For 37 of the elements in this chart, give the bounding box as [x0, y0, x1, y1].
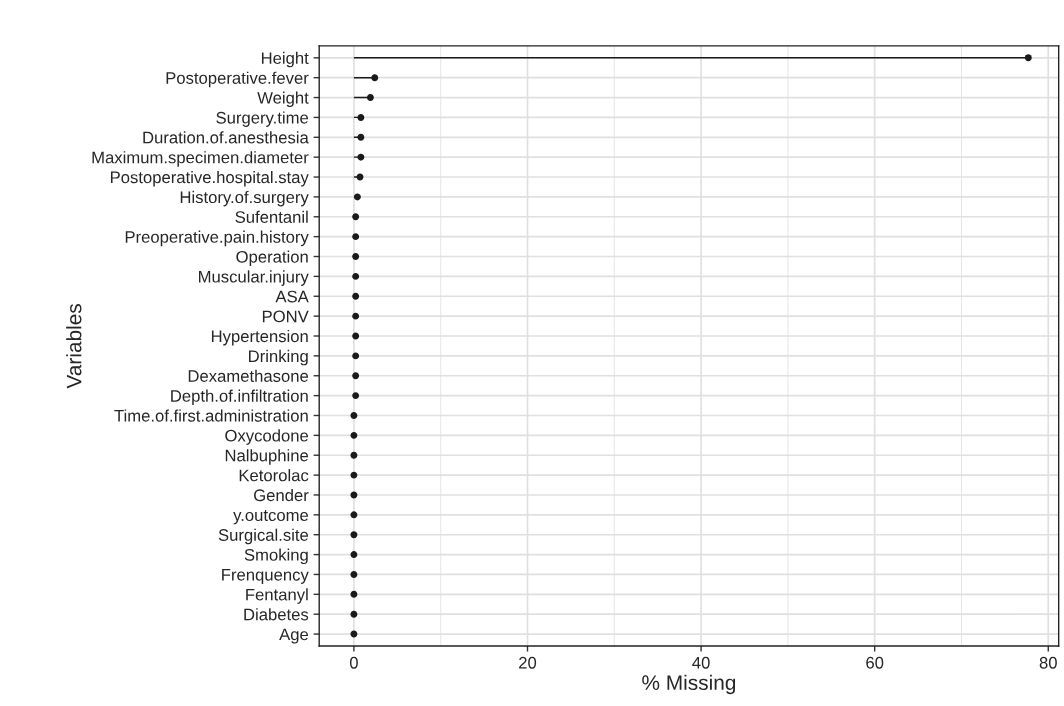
x-tick-label: 40 [692, 656, 710, 669]
y-tick-label: Muscular.injury [199, 270, 309, 286]
x-axis-title: % Missing [642, 674, 736, 695]
y-axis-title: Variables [66, 304, 82, 389]
y-tick-label: Fentanyl [246, 588, 308, 604]
y-tick-label: Age [279, 628, 309, 644]
y-tick-label: Gender [254, 488, 309, 502]
y-tick-label: Operation [236, 250, 308, 267]
y-tick-label: Time.of.first.administration [114, 409, 308, 422]
y-tick-label: Oxycodone [225, 429, 309, 445]
y-tick-label: Duration.of.anesthesia [143, 131, 309, 144]
y-tick-label: Diabetes [244, 608, 309, 621]
y-tick-label: Smoking [244, 548, 308, 565]
y-tick-label: Postoperative.hospital.stay [110, 171, 309, 187]
y-tick-label: Frenquency [222, 569, 309, 584]
x-tick-label: 60 [866, 656, 884, 669]
y-tick-label: y.outcome [233, 510, 309, 525]
y-tick-label: Surgical.site [218, 528, 309, 545]
y-tick-label: Postoperative.fever [166, 71, 309, 88]
y-tick-label: Weight [257, 91, 309, 108]
y-tick-label: Ketorolac [239, 469, 309, 482]
y-tick-label: PONV [262, 310, 309, 323]
y-tick-label: ASA [275, 290, 309, 303]
x-tick-label: 80 [1039, 656, 1057, 669]
y-tick-label: History.of.surgery [180, 190, 309, 207]
y-tick-label: Dexamethasone [188, 369, 309, 382]
y-tick-label: Hypertension [211, 329, 308, 346]
y-tick-label: Preoperative.pain.history [125, 230, 309, 247]
y-tick-label: Height [261, 51, 309, 68]
y-tick-label: Drinking [249, 349, 308, 366]
y-tick-label: Maximum.specimen.diameter [92, 151, 309, 167]
x-tick-label: 0 [349, 656, 358, 669]
y-tick-label: Depth.of.infiltration [171, 389, 308, 406]
y-tick-label: Nalbuphine [225, 449, 309, 465]
y-tick-label: Sufentanil [235, 210, 308, 223]
x-tick-label: 20 [519, 656, 537, 669]
y-tick-label: Surgery.time [216, 111, 309, 127]
